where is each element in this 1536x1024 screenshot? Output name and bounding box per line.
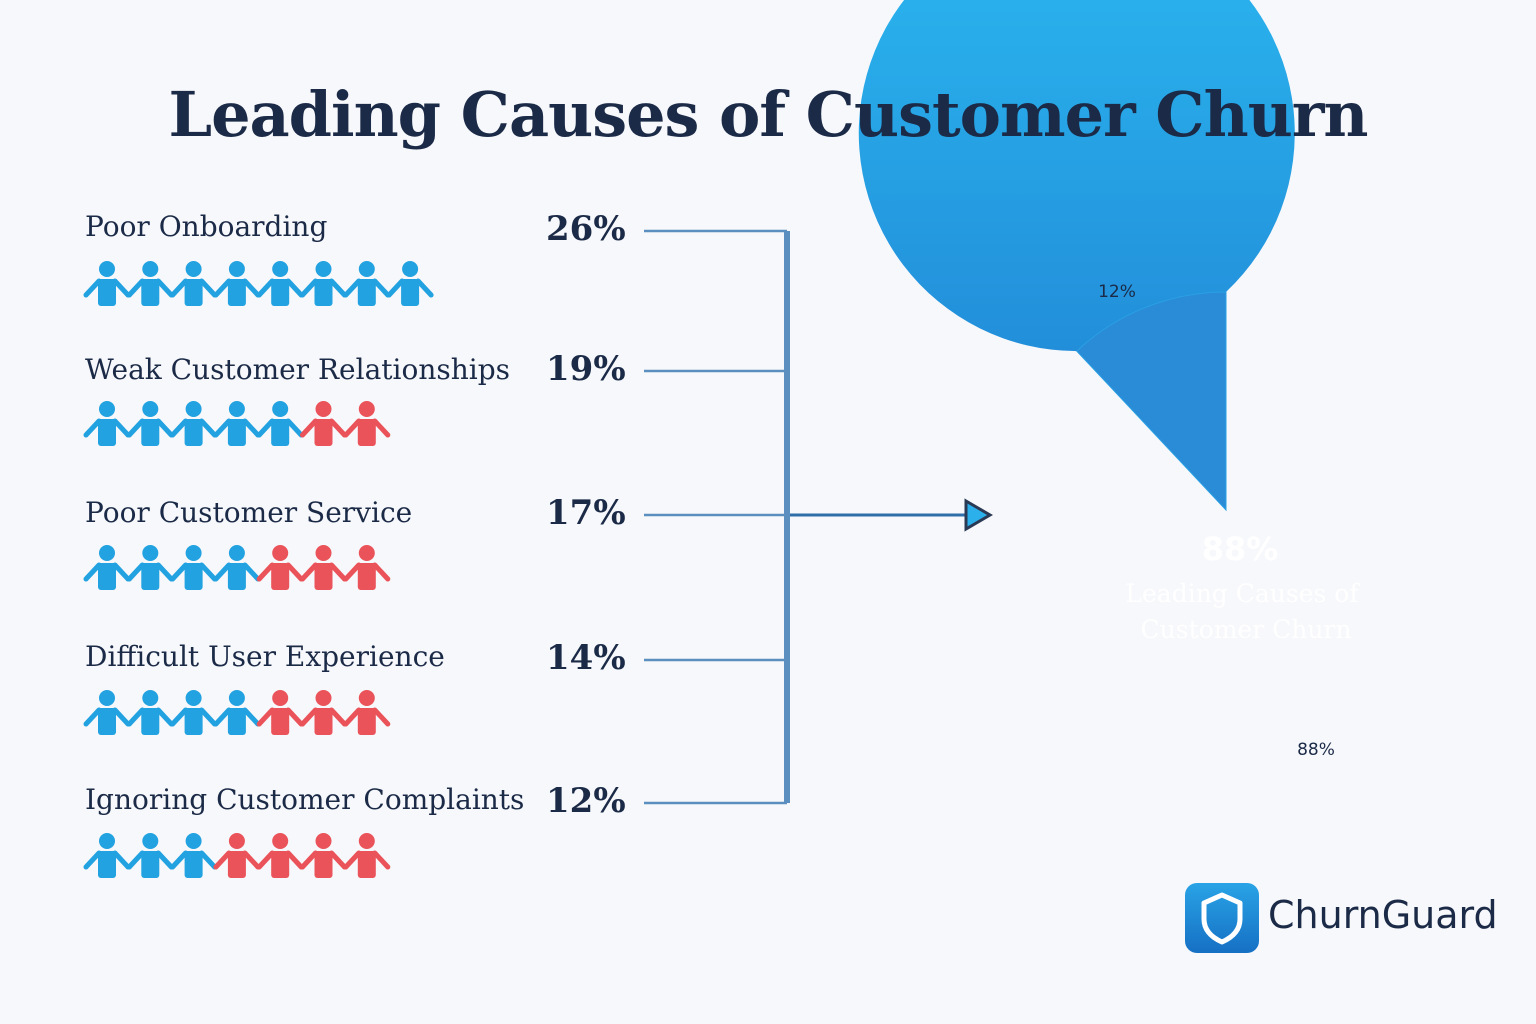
- person-icon: [126, 545, 174, 590]
- person-icon: [256, 401, 304, 446]
- person-icon: [300, 690, 347, 735]
- person-icon: [213, 261, 261, 306]
- pie-center-value: 88%: [1202, 530, 1279, 568]
- pie-slice-88: [858, 0, 1295, 510]
- person-icon: [126, 401, 174, 446]
- person-icon: [343, 690, 391, 735]
- category-label: Difficult User Experience: [85, 640, 445, 673]
- person-icon: [343, 545, 391, 590]
- brand-logo: [1185, 883, 1259, 953]
- person-icon: [83, 690, 131, 735]
- person-icon: [256, 261, 304, 306]
- person-icon: [126, 690, 174, 735]
- person-icon: [170, 833, 218, 878]
- person-icon: [170, 690, 218, 735]
- person-icon: [343, 833, 391, 878]
- person-icon: [213, 401, 261, 446]
- category-value: 14%: [546, 638, 626, 678]
- category-value: 12%: [546, 781, 626, 821]
- person-icon: [343, 401, 391, 446]
- pie-label-12: 12%: [1098, 282, 1136, 302]
- person-icon: [256, 833, 304, 878]
- person-icon: [300, 261, 347, 306]
- person-icon: [300, 833, 347, 878]
- person-icon: [213, 690, 261, 735]
- person-icon: [386, 261, 434, 306]
- category-value: 17%: [546, 493, 626, 533]
- pie-label-88: 88%: [1297, 740, 1335, 760]
- person-icon: [126, 261, 174, 306]
- person-icon: [300, 401, 347, 446]
- person-icon: [126, 833, 174, 878]
- person-icon: [213, 545, 261, 590]
- person-icon: [83, 545, 131, 590]
- person-icon: [83, 833, 131, 878]
- person-icon: [300, 545, 347, 590]
- category-value: 19%: [546, 349, 626, 389]
- person-icon: [83, 261, 131, 306]
- pie-center-label: Customer Churn: [1141, 615, 1352, 644]
- pie-slice-12: [1076, 291, 1227, 512]
- person-icon: [343, 261, 391, 306]
- person-icon: [213, 833, 261, 878]
- shield-icon: [1201, 892, 1243, 945]
- category-value: 26%: [546, 209, 626, 249]
- category-label: Ignoring Customer Complaints: [85, 783, 525, 816]
- brand-name: ChurnGuard: [1268, 893, 1498, 937]
- category-label: Poor Customer Service: [85, 496, 413, 529]
- person-icon: [170, 401, 218, 446]
- page-title: Leading Causes of Customer Churn: [168, 78, 1368, 151]
- pie-center-label: Leading Causes of: [1125, 579, 1360, 608]
- person-icon: [83, 401, 131, 446]
- category-label: Poor Onboarding: [85, 210, 328, 243]
- category-label: Weak Customer Relationships: [85, 353, 511, 386]
- person-icon: [256, 690, 304, 735]
- person-icon: [170, 261, 218, 306]
- person-icon: [170, 545, 218, 590]
- person-icon: [256, 545, 304, 590]
- arrow-head-icon: [964, 498, 993, 532]
